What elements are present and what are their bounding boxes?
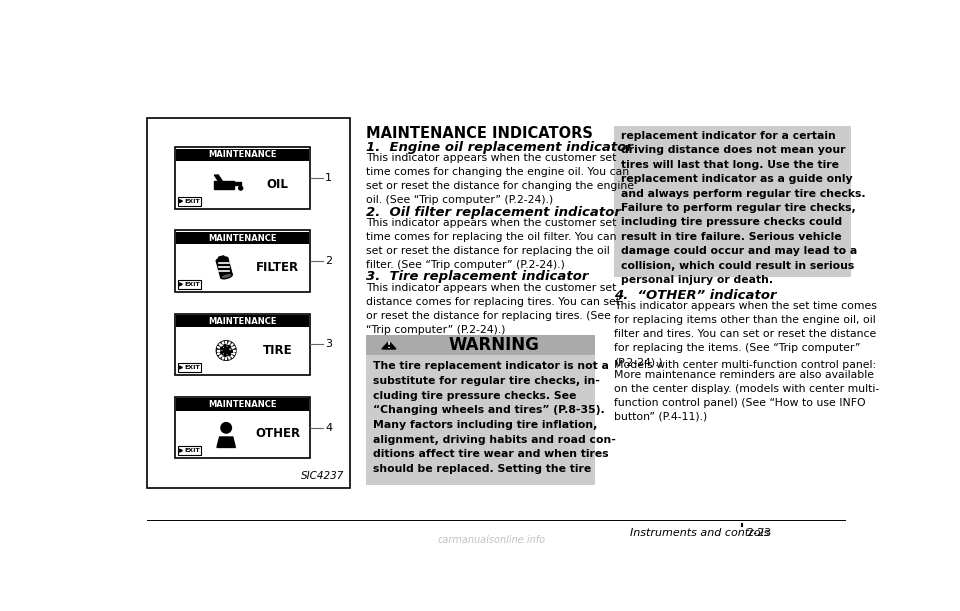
Text: 2: 2	[325, 256, 332, 266]
Bar	[177, 232, 309, 244]
Text: 1: 1	[325, 173, 332, 183]
Bar	[219, 256, 225, 260]
Bar	[177, 149, 309, 161]
Bar	[178, 363, 201, 372]
Circle shape	[221, 423, 231, 433]
Text: 4.  “OTHER” indicator: 4. “OTHER” indicator	[614, 289, 777, 302]
Polygon shape	[382, 342, 396, 349]
Text: More maintenance reminders are also available
on the center display. (models wit: More maintenance reminders are also avai…	[614, 370, 879, 422]
Text: 2.  Oil filter replacement indicator: 2. Oil filter replacement indicator	[366, 206, 620, 219]
Polygon shape	[180, 366, 182, 369]
Text: This indicator appears when the set time comes
for replacing items other than th: This indicator appears when the set time…	[614, 301, 877, 367]
Text: OIL: OIL	[267, 178, 289, 191]
Bar	[175, 313, 310, 375]
Circle shape	[216, 341, 236, 360]
Text: carmanualsonline.info: carmanualsonline.info	[438, 535, 546, 546]
Polygon shape	[217, 437, 235, 447]
Text: OTHER: OTHER	[255, 427, 300, 440]
Bar	[214, 181, 234, 189]
Bar	[175, 230, 310, 292]
Text: TIRE: TIRE	[263, 344, 293, 357]
Text: MAINTENANCE: MAINTENANCE	[208, 316, 276, 326]
Text: EXIT: EXIT	[184, 365, 200, 370]
Text: This indicator appears when the customer set
time comes for replacing the oil fi: This indicator appears when the customer…	[366, 218, 616, 270]
Bar	[175, 397, 310, 458]
Bar	[177, 315, 309, 327]
Bar	[177, 398, 309, 411]
Text: 2-23: 2-23	[746, 528, 772, 538]
Bar	[216, 258, 232, 277]
Text: MAINTENANCE: MAINTENANCE	[208, 400, 276, 409]
Bar	[175, 147, 310, 209]
Bar	[614, 126, 851, 277]
Text: EXIT: EXIT	[184, 282, 200, 287]
Text: MAINTENANCE: MAINTENANCE	[208, 150, 276, 159]
Polygon shape	[180, 283, 182, 286]
Text: 1.  Engine oil replacement indicator: 1. Engine oil replacement indicator	[366, 141, 633, 154]
Polygon shape	[180, 449, 182, 452]
Bar	[366, 335, 595, 355]
Text: 4: 4	[325, 423, 332, 433]
Text: FILTER: FILTER	[256, 261, 300, 274]
Text: 3.  Tire replacement indicator: 3. Tire replacement indicator	[366, 271, 588, 284]
Text: EXIT: EXIT	[184, 448, 200, 453]
Text: WARNING: WARNING	[449, 336, 540, 354]
Bar	[178, 197, 201, 206]
Text: This indicator appears when the customer set
time comes for changing the engine : This indicator appears when the customer…	[366, 153, 634, 205]
Text: SIC4237: SIC4237	[300, 472, 344, 481]
Bar	[178, 446, 201, 455]
Ellipse shape	[216, 257, 228, 262]
Polygon shape	[234, 182, 241, 185]
Circle shape	[224, 348, 228, 353]
Text: MAINTENANCE INDICATORS: MAINTENANCE INDICATORS	[366, 126, 592, 141]
Bar	[178, 280, 201, 289]
Ellipse shape	[221, 273, 232, 279]
Text: !: !	[387, 342, 391, 350]
Text: replacement indicator for a certain
driving distance does not mean your
tires wi: replacement indicator for a certain driv…	[621, 131, 865, 285]
Text: 3: 3	[325, 339, 332, 349]
Text: The tire replacement indicator is not a
substitute for regular tire checks, in-
: The tire replacement indicator is not a …	[373, 361, 616, 474]
Circle shape	[221, 345, 231, 356]
Text: EXIT: EXIT	[184, 199, 200, 203]
Circle shape	[239, 186, 243, 190]
Bar	[147, 118, 350, 488]
Text: Instruments and controls: Instruments and controls	[630, 528, 769, 538]
Polygon shape	[180, 200, 182, 203]
Text: Models with center multi-function control panel:: Models with center multi-function contro…	[614, 360, 876, 370]
Bar	[366, 355, 595, 485]
Text: MAINTENANCE: MAINTENANCE	[208, 233, 276, 243]
Polygon shape	[214, 175, 222, 181]
Text: This indicator appears when the customer set
distance comes for replacing tires.: This indicator appears when the customer…	[366, 283, 619, 335]
